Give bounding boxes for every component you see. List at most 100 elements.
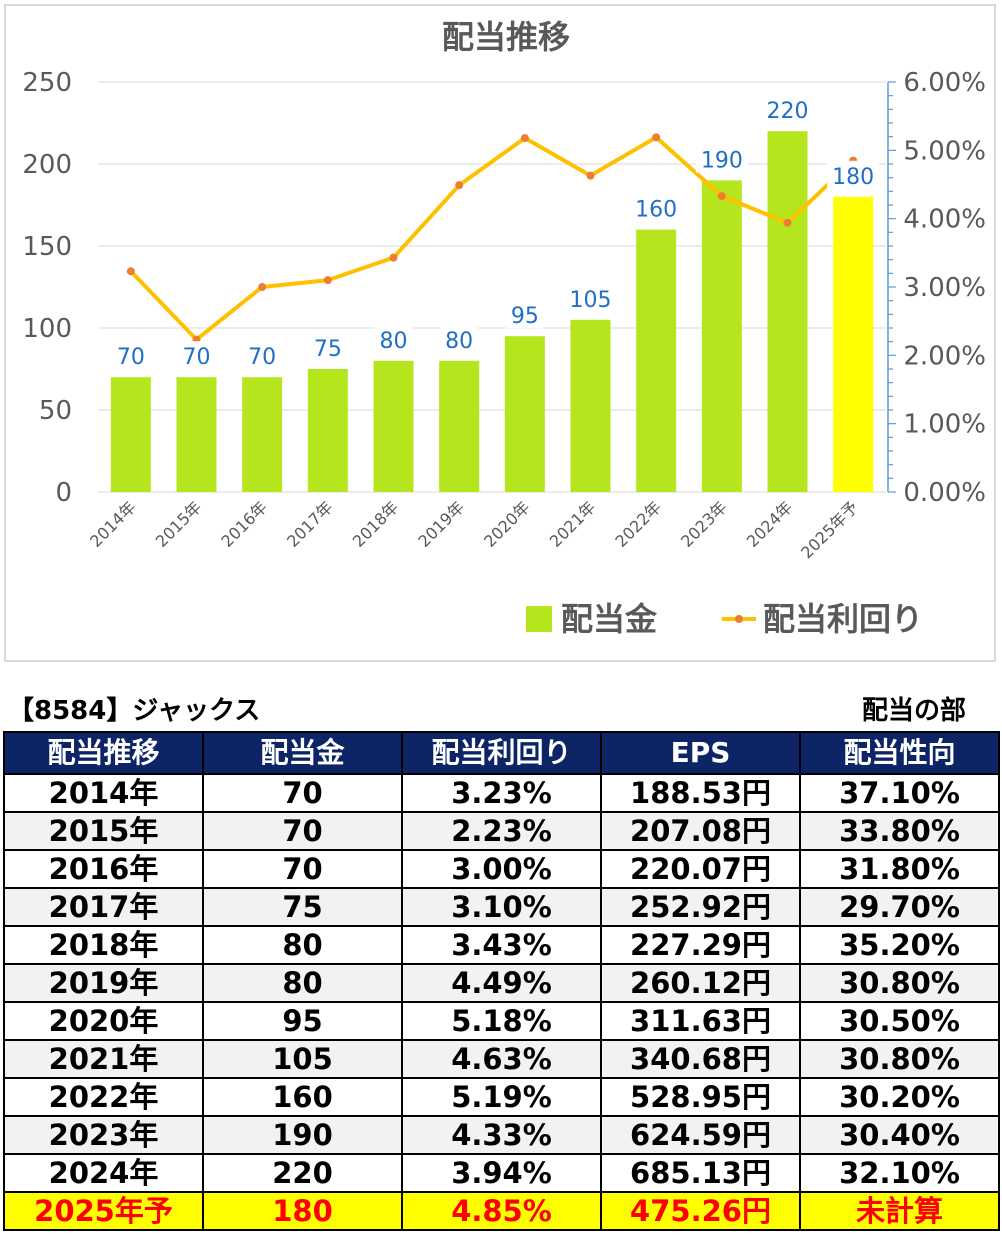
dividend-table: 配当推移 配当金 配当利回り EPS 配当性向 2014年 70 3.23% 188.…: [3, 731, 1000, 1231]
cell-year: 2020年: [3, 1001, 204, 1041]
data-label-bg: [827, 160, 880, 189]
bar: [504, 336, 545, 492]
cell-eps: 340.68円: [600, 1039, 801, 1079]
cell-eps: 475.26円: [600, 1191, 801, 1231]
data-label-bg: [308, 333, 347, 361]
cell-eps: 624.59円: [600, 1115, 801, 1155]
bar: [176, 377, 217, 492]
cell-eps: 227.29円: [600, 925, 801, 965]
data-label-bg: [111, 341, 150, 370]
bar: [110, 377, 151, 492]
x-tick-label: 2025年予: [797, 497, 862, 562]
table-row: 2020年 95 5.18% 311.63円 30.50%: [3, 1001, 1000, 1041]
cell-dividend: 70: [202, 849, 403, 889]
header-eps: EPS: [600, 731, 801, 775]
cell-yield: 4.85%: [401, 1191, 602, 1231]
data-label: 70: [248, 345, 276, 370]
table-body: 2014年 70 3.23% 188.53円 37.10% 2015年 70 2.23% 207…: [3, 773, 1000, 1231]
y-left-tick-label: 200: [22, 150, 72, 180]
data-label-bg: [695, 144, 748, 173]
data-label: 105: [570, 288, 612, 313]
y-right-tick-label: 2.00%: [903, 341, 986, 371]
cell-dividend: 180: [202, 1191, 403, 1231]
cell-yield: 4.63%: [401, 1039, 602, 1079]
legend-line-label: 配当利回り: [763, 600, 923, 638]
yield-point: [389, 253, 398, 262]
cell-year: 2014年: [3, 773, 204, 813]
table-row: 2014年 70 3.23% 188.53円 37.10%: [3, 773, 1000, 813]
cell-yield: 3.10%: [401, 887, 602, 927]
cell-dividend: 95: [202, 1001, 403, 1041]
cell-eps: 528.95円: [600, 1077, 801, 1117]
data-label-bg: [374, 324, 413, 353]
y-right-tick-label: 3.00%: [903, 273, 986, 303]
table-row: 2024年 220 3.94% 685.13円 32.10%: [3, 1153, 1000, 1193]
dividend-chart: 配当推移 0 50 100 150 200 250 0.00% 1.00% 2.00% 3.00% 4…: [22, 18, 986, 638]
cell-dividend: 80: [202, 925, 403, 965]
legend-bar-swatch: [526, 606, 552, 632]
x-tick-label: 2019年: [414, 497, 468, 551]
cell-dividend: 220: [202, 1153, 403, 1193]
cell-eps: 220.07円: [600, 849, 801, 889]
legend-bar-label: 配当金: [561, 600, 658, 638]
cell-payout: 33.80%: [799, 811, 1000, 851]
section-caption: 配当の部: [861, 696, 966, 726]
x-tick-label: 2021年: [546, 497, 600, 551]
cell-yield: 3.00%: [401, 849, 602, 889]
cell-dividend: 80: [202, 963, 403, 1003]
data-label: 80: [445, 329, 473, 354]
x-tick-label: 2018年: [349, 497, 403, 551]
cell-payout: 29.70%: [799, 887, 1000, 927]
table-row: 2015年 70 2.23% 207.08円 33.80%: [3, 811, 1000, 851]
y-left-tick-label: 250: [22, 68, 72, 98]
cell-dividend: 105: [202, 1039, 403, 1079]
cell-payout: 30.80%: [799, 1039, 1000, 1079]
yield-point: [586, 171, 595, 180]
y-right-tick-label: 0.00%: [903, 478, 986, 508]
data-label-bg: [177, 341, 216, 370]
y-left-tick-label: 0: [55, 478, 72, 508]
data-label: 180: [832, 165, 874, 190]
legend-line-marker: [735, 615, 743, 623]
table-row: 2016年 70 3.00% 220.07円 31.80%: [3, 849, 1000, 889]
yield-point: [126, 267, 135, 276]
data-label-bg: [761, 95, 814, 124]
bar: [242, 377, 283, 492]
x-tick-label: 2016年: [217, 497, 271, 551]
y-right-tick-label: 6.00%: [903, 68, 986, 98]
cell-yield: 3.23%: [401, 773, 602, 813]
bar: [439, 360, 480, 492]
bar: [636, 229, 677, 492]
cell-payout: 30.50%: [799, 1001, 1000, 1041]
x-tick-label: 2014年: [86, 497, 140, 551]
data-label: 160: [635, 198, 677, 223]
header-year: 配当推移: [3, 731, 204, 775]
cell-payout: 32.10%: [799, 1153, 1000, 1193]
yield-point: [520, 134, 529, 143]
cell-dividend: 70: [202, 773, 403, 813]
y-right-tick-label: 1.00%: [903, 410, 986, 440]
y-right-tick-label: 5.00%: [903, 136, 986, 166]
y-left-tick-label: 150: [22, 232, 72, 262]
cell-yield: 4.49%: [401, 963, 602, 1003]
data-label: 80: [380, 329, 408, 354]
y-right-tick-label: 4.00%: [903, 205, 986, 235]
table-row: 2018年 80 3.43% 227.29円 35.20%: [3, 925, 1000, 965]
cell-year: 2019年: [3, 963, 204, 1003]
cell-eps: 311.63円: [600, 1001, 801, 1041]
data-label: 190: [701, 148, 743, 173]
header-yield: 配当利回り: [401, 731, 602, 775]
cell-yield: 5.18%: [401, 1001, 602, 1041]
y-left-tick-label: 100: [22, 314, 72, 344]
cell-year: 2021年: [3, 1039, 204, 1079]
yield-point: [258, 283, 267, 291]
company-caption: 【8584】ジャックス: [8, 696, 261, 726]
yield-line: [129, 135, 855, 342]
bar: [307, 369, 348, 492]
table-header-row: 配当推移 配当金 配当利回り EPS 配当性向: [3, 731, 1000, 775]
cell-eps: 252.92円: [600, 887, 801, 927]
data-label: 220: [767, 99, 809, 124]
data-label: 70: [117, 345, 145, 370]
chart-title: 配当推移: [442, 18, 570, 56]
bar: [373, 360, 414, 492]
